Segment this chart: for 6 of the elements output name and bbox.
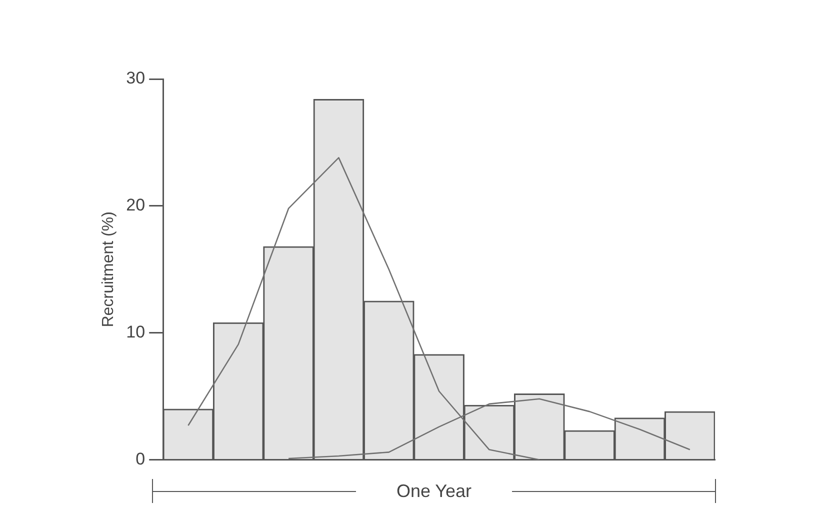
y-axis-title: Recruitment (%) [100,212,118,328]
y-tick-label: 20 [126,196,146,215]
y-tick-label: 30 [126,68,146,88]
y-tick-label: 10 [126,322,146,342]
y-tick-label: 0 [136,449,146,468]
x-axis-title: One Year [395,480,473,502]
